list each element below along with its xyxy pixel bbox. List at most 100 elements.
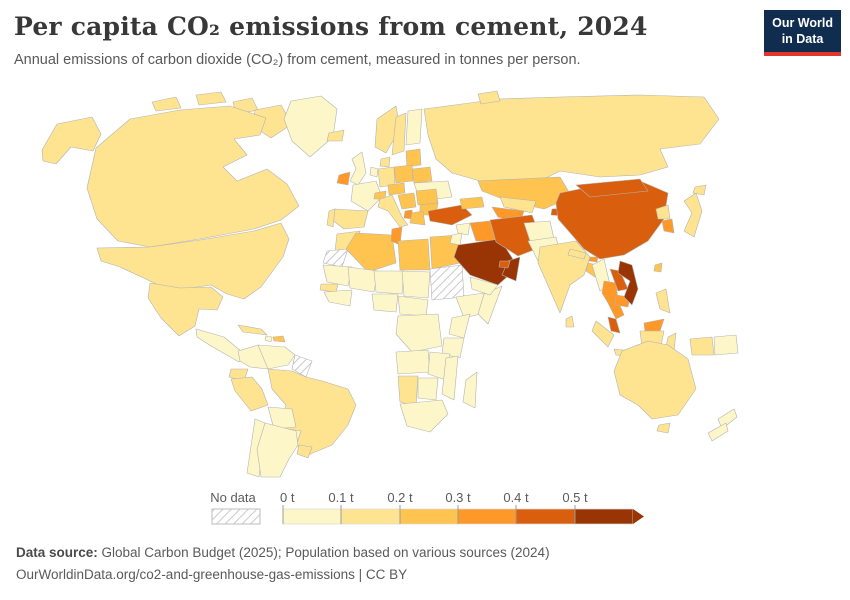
country-namibia[interactable] <box>397 375 419 407</box>
country-sweden[interactable] <box>391 112 407 156</box>
country-portugal[interactable] <box>326 208 336 228</box>
country-denmark[interactable] <box>379 156 391 168</box>
country-russia[interactable] <box>423 94 720 190</box>
country-united-states[interactable] <box>96 222 290 300</box>
country-tanzania[interactable] <box>441 337 465 359</box>
country-russia[interactable] <box>477 90 501 105</box>
legend-no-data-swatch[interactable] <box>211 508 261 525</box>
country-central-america[interactable] <box>195 328 248 363</box>
legend-bin-1[interactable] <box>340 508 401 525</box>
country-poland[interactable] <box>393 164 414 184</box>
country-kazakhstan[interactable] <box>477 176 573 210</box>
country-sudan[interactable] <box>429 264 465 301</box>
country-netherlands[interactable] <box>369 166 379 178</box>
owid-logo[interactable]: Our World in Data <box>764 10 841 57</box>
country-vietnam[interactable] <box>617 260 639 306</box>
country-india[interactable] <box>537 240 591 314</box>
country-serbia[interactable] <box>397 192 417 210</box>
country-australia[interactable] <box>656 422 671 434</box>
country-canada[interactable] <box>86 105 300 248</box>
country-algeria[interactable] <box>345 232 397 273</box>
country-papua-new-guinea[interactable] <box>713 334 739 356</box>
country-yemen[interactable] <box>469 276 499 296</box>
country-uruguay[interactable] <box>296 444 313 459</box>
country-japan[interactable] <box>683 192 703 238</box>
country-norway[interactable] <box>374 105 401 154</box>
country-cuba[interactable] <box>237 324 268 336</box>
country-mongolia[interactable] <box>575 178 649 198</box>
country-venezuela[interactable] <box>257 344 296 370</box>
country-dominican-republic[interactable] <box>272 335 286 343</box>
world-choropleth-map[interactable] <box>0 88 850 486</box>
country-western-sahara[interactable] <box>322 248 349 268</box>
legend-bin-4[interactable] <box>515 508 576 525</box>
country-indonesia[interactable] <box>689 336 715 356</box>
country-japan[interactable] <box>692 184 707 196</box>
country-south-africa[interactable] <box>399 399 449 433</box>
country-australia[interactable] <box>613 340 697 420</box>
country-mozambique[interactable] <box>441 355 459 401</box>
country-west-africa[interactable] <box>323 289 353 307</box>
country-sri-lanka[interactable] <box>565 315 575 328</box>
country-mexico[interactable] <box>147 282 224 337</box>
country-philippines[interactable] <box>655 288 671 314</box>
country-austria[interactable] <box>387 182 406 196</box>
country-nepal[interactable] <box>567 248 587 260</box>
legend-bin-3[interactable] <box>457 508 517 525</box>
country-malaysia[interactable] <box>607 316 621 334</box>
country-niger[interactable] <box>373 270 405 295</box>
legend-bin-5[interactable] <box>574 508 634 525</box>
country-oman[interactable] <box>501 256 521 282</box>
country-angola[interactable] <box>395 349 431 375</box>
country-turkey[interactable] <box>427 204 473 226</box>
country-jordan[interactable] <box>449 232 463 246</box>
country-ireland[interactable] <box>336 171 351 186</box>
country-cameroon[interactable] <box>397 295 429 317</box>
country-mali[interactable] <box>347 266 379 293</box>
country-syria[interactable] <box>455 222 471 236</box>
legend-bin-0[interactable] <box>282 508 342 525</box>
country-dr-congo[interactable] <box>395 313 443 353</box>
country-libya[interactable] <box>397 238 431 271</box>
country-bhutan[interactable] <box>588 256 599 263</box>
country-united-states-alaska[interactable] <box>41 116 102 165</box>
country-spain[interactable] <box>330 208 369 230</box>
country-germany[interactable] <box>377 166 396 188</box>
country-north-korea[interactable] <box>655 204 671 220</box>
country-romania[interactable] <box>415 188 439 206</box>
country-united-kingdom[interactable] <box>349 151 367 186</box>
country-south-korea[interactable] <box>661 218 675 234</box>
legend-bin-2[interactable] <box>399 508 459 525</box>
country-canada[interactable] <box>151 96 182 112</box>
country-italy[interactable] <box>377 194 409 228</box>
country-east-malaysia[interactable] <box>643 318 665 333</box>
country-argentina[interactable] <box>256 422 299 478</box>
country-mauritania[interactable] <box>322 264 353 287</box>
country-iceland[interactable] <box>326 129 345 142</box>
country-greece[interactable] <box>409 210 426 226</box>
country-indonesia[interactable] <box>591 320 615 348</box>
owid-url-link[interactable]: OurWorldinData.org/co2-and-greenhouse-ga… <box>16 567 355 582</box>
country-taiwan[interactable] <box>653 262 663 273</box>
map-legend[interactable]: No data 0 t 0.1 t 0.2 t 0.3 t 0.4 t 0.5 … <box>200 489 670 537</box>
country-haiti[interactable] <box>264 335 273 343</box>
country-senegal[interactable] <box>319 283 339 293</box>
country-chad[interactable] <box>401 270 431 299</box>
country-canada[interactable] <box>195 91 227 106</box>
country-botswana[interactable] <box>417 377 439 401</box>
country-new-zealand[interactable] <box>707 422 729 442</box>
country-madagascar[interactable] <box>462 371 478 409</box>
country-georgia[interactable] <box>459 196 485 210</box>
country-kenya[interactable] <box>448 313 471 339</box>
country-somalia[interactable] <box>477 285 503 325</box>
country-uae[interactable] <box>498 260 511 269</box>
country-greenland[interactable] <box>283 95 338 158</box>
country-bolivia[interactable] <box>267 406 297 430</box>
country-france[interactable] <box>350 180 383 212</box>
country-nigeria[interactable] <box>371 293 399 313</box>
country-baltic-states[interactable] <box>405 148 422 168</box>
country-uzbekistan[interactable] <box>499 196 537 214</box>
country-peru[interactable] <box>230 376 269 412</box>
country-belarus[interactable] <box>411 166 433 184</box>
country-finland[interactable] <box>405 108 423 146</box>
